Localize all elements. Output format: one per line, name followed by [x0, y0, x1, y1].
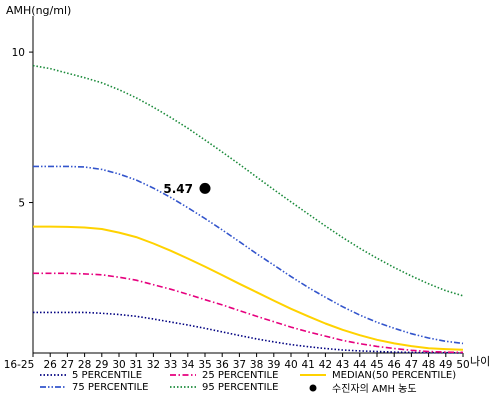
- x-tick-label: 39: [267, 359, 280, 371]
- patient-point-group: 5.47: [163, 182, 211, 196]
- legend-marker-patient-point: [309, 384, 317, 392]
- x-tick-label: 30: [112, 359, 125, 371]
- x-tick-label: 36: [216, 359, 230, 371]
- series-line-median-50-percentile: [33, 225, 464, 351]
- x-tick-label: 44: [353, 359, 367, 371]
- legend-label-patient-point: 수진자의 AMH 농도: [332, 383, 417, 395]
- series-lines: [32, 64, 464, 354]
- x-tick-label: 40: [284, 359, 297, 371]
- x-tick-label: 50: [456, 359, 469, 371]
- series-line-95-percentile: [32, 64, 464, 297]
- x-tick-label: 31: [130, 359, 143, 371]
- x-tick-label: 46: [388, 359, 402, 371]
- x-tick-label: 43: [336, 359, 349, 371]
- patient-amh-point: [199, 182, 211, 194]
- legend-label-25-percentile: 25 PERCENTILE: [202, 370, 278, 381]
- legend-label-95-percentile: 95 PERCENTILE: [202, 382, 278, 393]
- x-tick-label: 48: [422, 359, 435, 371]
- x-tick-label: 35: [198, 359, 211, 371]
- y-tick-label: 5: [18, 198, 25, 210]
- x-tick-label: 28: [78, 359, 91, 371]
- series-line-5-percentile: [33, 311, 464, 354]
- x-tick-label: 16-25: [4, 359, 35, 371]
- x-tick-label: 45: [370, 359, 383, 371]
- x-tick-label: 41: [302, 359, 315, 371]
- patient-amh-value-label: 5.47: [163, 182, 193, 196]
- x-tick-label: 49: [439, 359, 452, 371]
- legend-label-median-50-percentile: MEDIAN(50 PERCENTILE): [332, 370, 456, 381]
- x-tick-label: 29: [95, 359, 108, 371]
- x-tick-label: 42: [319, 359, 332, 371]
- x-tick-label: 26: [44, 359, 58, 371]
- x-tick-label: 38: [250, 359, 263, 371]
- x-tick-label: 27: [61, 359, 74, 371]
- x-axis-title: 나이: [470, 355, 490, 368]
- x-tick-label: 37: [233, 359, 246, 371]
- y-axis-title: AMH(ng/ml): [6, 4, 71, 17]
- series-line-25-percentile: [33, 272, 464, 354]
- x-tick-label: 32: [147, 359, 160, 371]
- y-tick-label: 10: [12, 47, 25, 59]
- legend-label-5-percentile: 5 PERCENTILE: [72, 370, 142, 381]
- x-tick-label: 34: [181, 359, 195, 371]
- legend-label-75-percentile: 75 PERCENTILE: [72, 382, 148, 393]
- x-tick-label: 33: [164, 359, 177, 371]
- legend: 5 PERCENTILE 25 PERCENTILE MEDIAN(50 PERCE…: [40, 370, 456, 395]
- series-line-75-percentile: [33, 165, 464, 345]
- x-tick-label: 47: [405, 359, 418, 371]
